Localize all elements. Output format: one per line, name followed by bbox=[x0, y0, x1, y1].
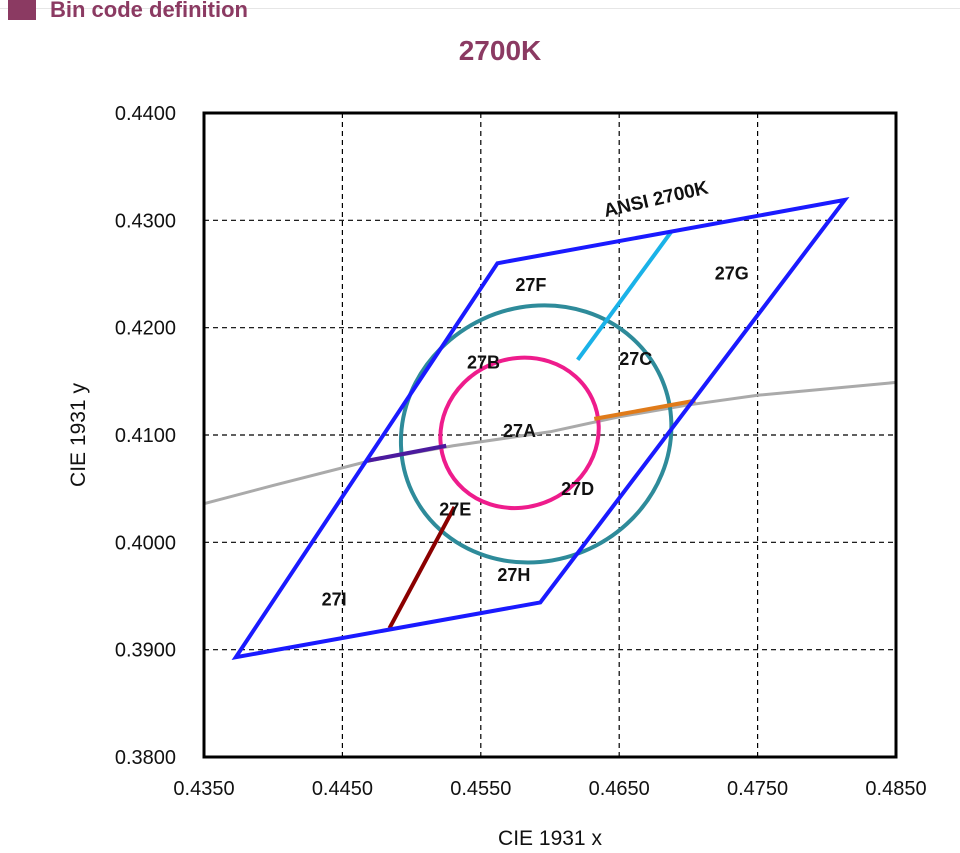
y-tick-label: 0.4300 bbox=[115, 210, 176, 232]
bin-label: 27I bbox=[322, 590, 347, 610]
plot-frame bbox=[202, 111, 898, 759]
x-tick-label: 0.4650 bbox=[589, 778, 650, 800]
y-tick-label: 0.4100 bbox=[115, 425, 176, 447]
header-bar bbox=[0, 0, 960, 9]
bin-label: 27D bbox=[561, 479, 594, 499]
outer-ellipse bbox=[398, 303, 674, 565]
bin-label: 27C bbox=[619, 349, 652, 369]
ansi-label: ANSI 2700K bbox=[602, 177, 711, 222]
ansi-quadrangle bbox=[231, 197, 850, 660]
blackbody-locus bbox=[204, 380, 896, 506]
bin-divider-line bbox=[366, 443, 447, 463]
y-tick-label: 0.4000 bbox=[115, 532, 176, 554]
bin-label: 27G bbox=[715, 263, 749, 283]
bin-label: 27H bbox=[497, 565, 530, 585]
inner-ellipse bbox=[438, 355, 601, 511]
y-tick-label: 0.4200 bbox=[115, 318, 176, 340]
square-bullet-icon bbox=[8, 0, 36, 20]
x-tick-label: 0.4350 bbox=[173, 778, 234, 800]
x-axis-label: CIE 1931 x bbox=[498, 827, 602, 850]
bin-label: 27B bbox=[467, 352, 500, 372]
y-tick-label: 0.3800 bbox=[115, 747, 176, 769]
x-tick-label: 0.4750 bbox=[727, 778, 788, 800]
chart-title: 2700K bbox=[458, 35, 542, 66]
section-header: Bin code definition bbox=[8, 0, 248, 23]
bin-divider-line bbox=[593, 398, 696, 421]
section-title: Bin code definition bbox=[50, 0, 248, 22]
bin-divider-line bbox=[387, 505, 457, 630]
x-tick-label: 0.4550 bbox=[450, 778, 511, 800]
bin-label: 27A bbox=[503, 421, 536, 441]
y-axis-label: CIE 1931 y bbox=[67, 383, 90, 487]
bin-label: 27F bbox=[515, 275, 546, 295]
x-tick-label: 0.4450 bbox=[312, 778, 373, 800]
y-tick-label: 0.3900 bbox=[115, 640, 176, 662]
bin-divider-line bbox=[576, 229, 674, 362]
y-tick-label: 0.4400 bbox=[115, 103, 176, 125]
plot-area: 27A 27B 27C 27D 27E 27F 27G 27H 27I ANSI 2700K bbox=[204, 177, 896, 660]
x-tick-label: 0.4850 bbox=[865, 778, 926, 800]
bin-label: 27E bbox=[439, 500, 471, 520]
